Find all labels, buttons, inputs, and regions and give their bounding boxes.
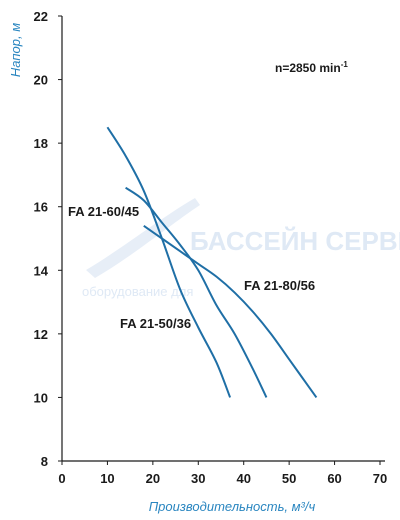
y-tick-label: 16 xyxy=(34,200,48,215)
series-lines xyxy=(106,126,318,399)
watermark: БАССЕЙН СЕРВИС оборудование для xyxy=(82,198,400,299)
series-labels: FA 21-50/36 FA 21-60/45 FA 21-80/56 xyxy=(68,204,315,331)
series-label: FA 21-50/36 xyxy=(120,316,191,331)
y-tick-label: 18 xyxy=(34,136,48,151)
x-tick-label: 10 xyxy=(100,471,114,486)
x-tick-label: 20 xyxy=(146,471,160,486)
y-tick-label: 20 xyxy=(34,73,48,88)
x-tick-label: 70 xyxy=(373,471,387,486)
x-tick-label: 0 xyxy=(58,471,65,486)
y-tick-label: 14 xyxy=(34,263,49,278)
speed-annotation: n=2850 min-1 xyxy=(275,60,348,75)
y-axis-label: Напор, м xyxy=(8,23,23,77)
series-label: FA 21-80/56 xyxy=(244,278,315,293)
x-tick-label: 50 xyxy=(282,471,296,486)
watermark-wave-logo xyxy=(86,198,200,278)
y-tick-label: 22 xyxy=(34,9,48,24)
x-tick-label: 60 xyxy=(327,471,341,486)
x-axis-label: Производительность, м³/ч xyxy=(149,499,316,514)
y-tick-label: 10 xyxy=(34,390,48,405)
series-label: FA 21-60/45 xyxy=(68,204,139,219)
y-tick-label: 8 xyxy=(41,454,48,469)
watermark-subtitle: оборудование для xyxy=(82,284,193,299)
x-tick-label: 40 xyxy=(236,471,250,486)
x-tick-label: 30 xyxy=(191,471,205,486)
watermark-title: БАССЕЙН СЕРВИС xyxy=(190,226,400,256)
series-line-fa-21-80-56 xyxy=(143,224,318,399)
axis-ticks: 0 10 20 30 40 50 60 70 8 10 12 14 16 18 20 22 xyxy=(34,9,388,486)
series-line-fa-21-50-36 xyxy=(106,126,232,398)
series-line-fa-21-60-45 xyxy=(125,186,268,398)
y-tick-label: 12 xyxy=(34,327,48,342)
